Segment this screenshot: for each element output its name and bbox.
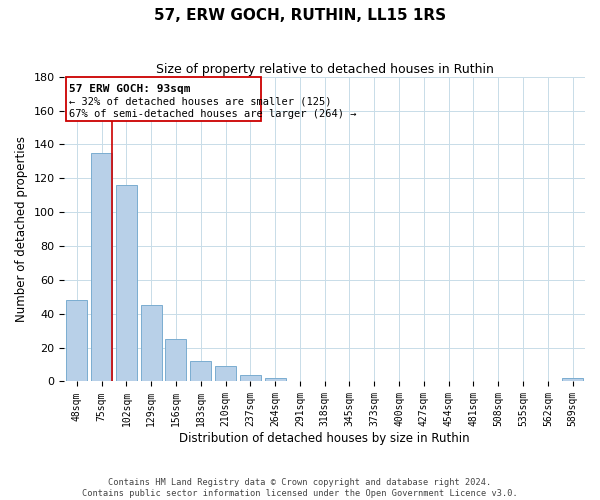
X-axis label: Distribution of detached houses by size in Ruthin: Distribution of detached houses by size …	[179, 432, 470, 445]
Bar	[215, 366, 236, 382]
Bar	[140, 306, 162, 382]
Bar	[166, 339, 187, 382]
Text: ← 32% of detached houses are smaller (125): ← 32% of detached houses are smaller (12…	[70, 97, 332, 107]
Text: 57 ERW GOCH: 93sqm: 57 ERW GOCH: 93sqm	[70, 84, 191, 94]
FancyBboxPatch shape	[65, 76, 262, 120]
Title: Size of property relative to detached houses in Ruthin: Size of property relative to detached ho…	[156, 62, 494, 76]
Bar	[562, 378, 583, 382]
Text: 67% of semi-detached houses are larger (264) →: 67% of semi-detached houses are larger (…	[70, 110, 357, 120]
Bar	[91, 153, 112, 382]
Bar	[116, 185, 137, 382]
Bar	[265, 378, 286, 382]
Text: Contains HM Land Registry data © Crown copyright and database right 2024.
Contai: Contains HM Land Registry data © Crown c…	[82, 478, 518, 498]
Y-axis label: Number of detached properties: Number of detached properties	[15, 136, 28, 322]
Bar	[240, 374, 261, 382]
Bar	[190, 361, 211, 382]
Bar	[66, 300, 88, 382]
Text: 57, ERW GOCH, RUTHIN, LL15 1RS: 57, ERW GOCH, RUTHIN, LL15 1RS	[154, 8, 446, 22]
